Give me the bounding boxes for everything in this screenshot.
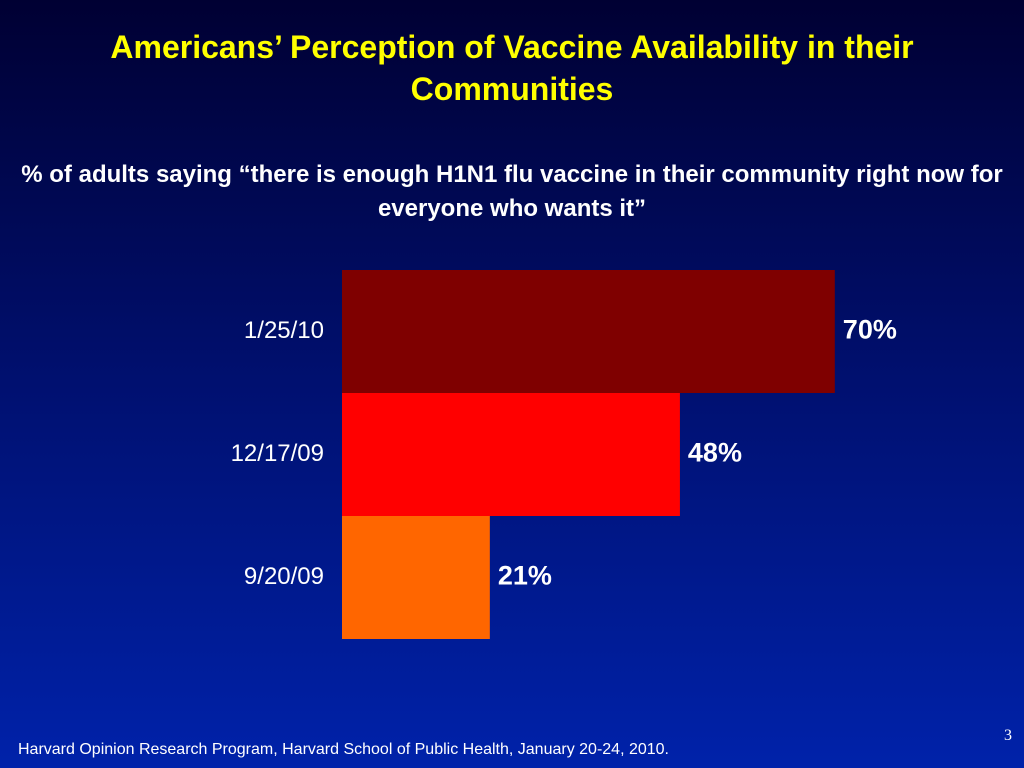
slide-title: Americans’ Perception of Vaccine Availab…: [110, 29, 914, 107]
bar-0: [342, 270, 835, 393]
data-label: 70%: [843, 315, 897, 345]
bar-2: [342, 516, 490, 639]
data-label: 48%: [688, 438, 742, 468]
slide-subtitle: % of adults saying “there is enough H1N1…: [21, 161, 1003, 222]
data-label: 21%: [498, 561, 552, 591]
category-label: 9/20/09: [244, 563, 324, 590]
bar-1: [342, 393, 680, 516]
source-footnote: Harvard Opinion Research Program, Harvar…: [18, 741, 669, 758]
category-label: 12/17/09: [231, 440, 324, 467]
page-number: 3: [1004, 727, 1012, 744]
category-label: 1/25/10: [244, 317, 324, 344]
